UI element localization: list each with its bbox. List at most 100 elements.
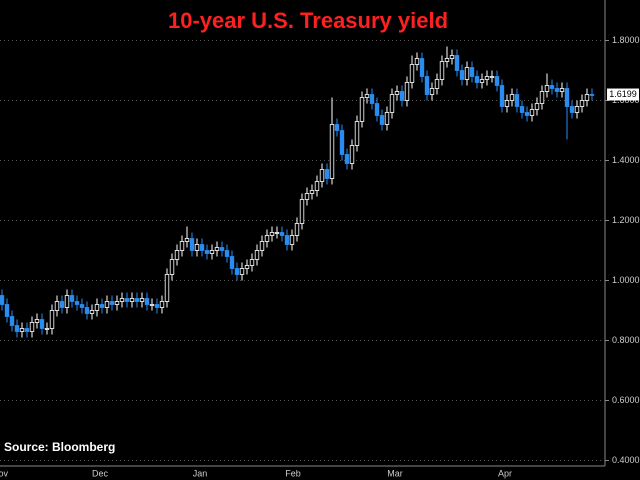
candle-body [334, 124, 340, 131]
candle-body [339, 130, 345, 155]
candle-body [229, 256, 235, 269]
candle-body [124, 298, 130, 302]
candle-body [439, 61, 445, 80]
candle-body [249, 259, 255, 266]
candle-body [39, 319, 45, 329]
candle-body [494, 76, 500, 86]
candle-body [289, 235, 295, 245]
y-tick-label: 0.4000 [612, 455, 640, 465]
candle-body [234, 268, 240, 275]
candle-body [299, 199, 305, 224]
candle-body [399, 91, 405, 101]
x-tick-label: Dec [92, 468, 109, 478]
candle-body [354, 121, 360, 146]
candle-body [374, 103, 380, 116]
candle-body [194, 244, 200, 251]
candle-body [319, 169, 325, 182]
candle-body [9, 316, 15, 326]
candle-body [359, 97, 365, 122]
candle-body [534, 103, 540, 110]
candle-body [134, 298, 140, 302]
candle-body [144, 298, 150, 305]
candle-body [204, 250, 210, 254]
x-tick-label: Feb [285, 468, 301, 478]
candle-body [379, 115, 385, 125]
candle-body [404, 82, 410, 101]
candle-body [159, 301, 165, 308]
candle-body [474, 76, 480, 83]
candle-body [209, 250, 215, 254]
candle-body [444, 58, 450, 62]
y-tick-label: 1.2000 [612, 215, 640, 225]
candle-body [579, 100, 585, 107]
candle-body [589, 94, 595, 96]
candle-body [504, 100, 510, 107]
candle-body [314, 181, 320, 191]
candle-body [264, 235, 270, 242]
candle-body [169, 259, 175, 275]
candle-body [224, 250, 230, 257]
candle-body [74, 301, 80, 305]
y-tick-label: 1.0000 [612, 275, 640, 285]
candle-body [559, 88, 565, 92]
candle-body [0, 295, 5, 305]
candle-body [304, 193, 310, 200]
candle-body [119, 298, 125, 302]
candle-body [569, 106, 575, 113]
candle-body [329, 124, 335, 179]
candle-body [564, 88, 570, 107]
candle-body [544, 85, 550, 92]
candle-body [284, 235, 290, 245]
x-tick-label: Apr [498, 468, 512, 478]
candle-body [309, 190, 315, 194]
candle-body [419, 58, 425, 77]
candle-body [114, 301, 120, 305]
candle-body [244, 265, 250, 269]
last-price-label: 1.6199 [609, 89, 637, 99]
candle-body [484, 76, 490, 80]
candle-body [384, 112, 390, 125]
candle-body [469, 67, 475, 77]
source-note: Source: Bloomberg [4, 440, 115, 454]
candle-body [584, 94, 590, 101]
candle-body [509, 94, 515, 101]
candle-body [219, 247, 225, 251]
candle-body [29, 322, 35, 332]
candle-body [409, 64, 415, 83]
candle-body [499, 85, 505, 107]
candle-body [129, 298, 135, 302]
candle-body [479, 79, 485, 83]
candle-body [364, 94, 370, 98]
candle-body [574, 106, 580, 113]
candle-body [54, 301, 60, 311]
x-tick-label: Mar [387, 468, 403, 478]
candle-body [154, 304, 160, 308]
candle-body [84, 307, 90, 314]
candle-body [344, 154, 350, 164]
candle-body [199, 244, 205, 251]
candle-body [524, 112, 530, 116]
candle-body [549, 85, 555, 89]
candle-body [369, 94, 375, 104]
candle-body [214, 247, 220, 251]
candle-body [414, 58, 420, 65]
candle-body [4, 304, 10, 317]
y-tick-label: 0.6000 [612, 395, 640, 405]
candle-body [554, 88, 560, 92]
candle-body [89, 310, 95, 314]
candle-body [349, 145, 355, 164]
candle-body [459, 70, 465, 80]
candle-body [294, 223, 300, 236]
chart-title: 10-year U.S. Treasury yield [168, 8, 448, 33]
candle-body [389, 94, 395, 113]
candle-body [269, 232, 275, 236]
candle-body [64, 295, 70, 308]
candle-body [514, 94, 520, 107]
candle-body [189, 238, 195, 251]
candle-body [149, 304, 155, 306]
x-tick-label: Nov [0, 468, 8, 478]
candle-body [254, 250, 260, 260]
candle-body [104, 301, 110, 308]
